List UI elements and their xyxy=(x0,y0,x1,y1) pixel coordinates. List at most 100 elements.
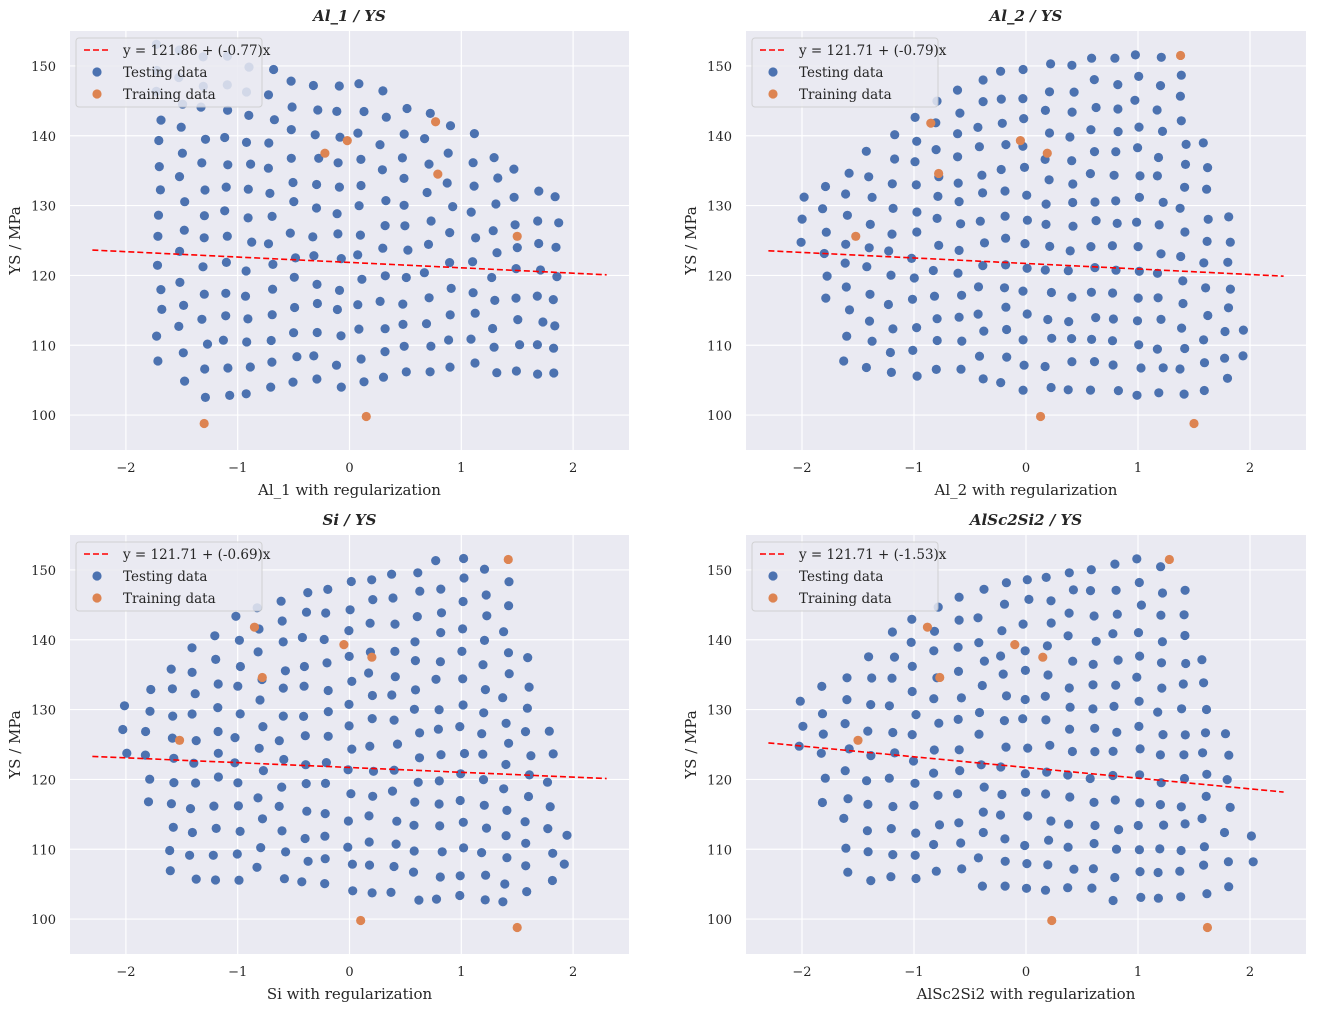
testing-point xyxy=(199,211,209,221)
testing-point xyxy=(277,826,287,836)
testing-point xyxy=(1203,163,1213,173)
testing-point xyxy=(1022,190,1032,200)
testing-point xyxy=(1044,128,1055,138)
testing-point xyxy=(431,674,441,684)
x-tick-label: −2 xyxy=(792,461,811,476)
testing-point xyxy=(842,331,852,341)
testing-point xyxy=(378,243,388,253)
testing-point xyxy=(323,685,333,696)
testing-point xyxy=(886,367,897,377)
testing-point xyxy=(1238,351,1248,361)
testing-point xyxy=(840,258,850,268)
testing-point xyxy=(286,125,296,135)
testing-point xyxy=(279,754,289,765)
testing-point xyxy=(1130,95,1140,105)
testing-point xyxy=(1089,797,1099,808)
testing-point xyxy=(955,108,965,118)
testing-point xyxy=(118,724,128,735)
legend-testing-label: Testing data xyxy=(799,65,883,81)
testing-point xyxy=(1040,691,1050,701)
testing-point xyxy=(909,273,919,283)
legend-testing-swatch xyxy=(92,67,102,77)
testing-point xyxy=(278,637,288,647)
testing-point xyxy=(332,106,342,116)
testing-point xyxy=(1175,91,1185,101)
x-tick-label: 2 xyxy=(569,461,577,476)
y-tick-label: 110 xyxy=(31,339,56,354)
testing-point xyxy=(1020,694,1030,705)
testing-point xyxy=(1112,727,1122,737)
testing-point xyxy=(1202,236,1212,246)
testing-point xyxy=(1045,740,1055,750)
y-tick-label: 110 xyxy=(31,843,56,858)
testing-point xyxy=(929,768,939,778)
testing-point xyxy=(1088,864,1098,874)
testing-point xyxy=(209,801,219,811)
legend-fit-label: y = 121.71 + (-1.53)x xyxy=(798,547,947,563)
testing-point xyxy=(492,248,502,258)
testing-point xyxy=(334,285,345,295)
testing-point xyxy=(221,257,231,267)
testing-point xyxy=(268,284,278,294)
testing-point xyxy=(1046,287,1056,298)
testing-point xyxy=(1090,747,1100,757)
training-point xyxy=(430,117,441,127)
y-tick-label: 120 xyxy=(707,773,732,788)
testing-point xyxy=(841,239,851,249)
testing-point xyxy=(1067,334,1077,344)
testing-point xyxy=(231,611,241,621)
testing-point xyxy=(1132,672,1142,682)
testing-point xyxy=(1158,197,1168,207)
testing-point xyxy=(280,666,290,676)
testing-point xyxy=(175,277,185,287)
testing-point xyxy=(233,681,243,691)
testing-point xyxy=(308,232,318,242)
testing-point xyxy=(392,739,403,749)
testing-point xyxy=(978,75,988,85)
testing-point xyxy=(862,776,872,786)
testing-point xyxy=(957,290,967,300)
training-point xyxy=(853,735,863,745)
testing-point xyxy=(820,773,830,783)
testing-point xyxy=(415,586,425,596)
y-tick-label: 120 xyxy=(31,773,56,788)
testing-point xyxy=(218,335,228,345)
testing-point xyxy=(410,637,420,647)
y-tick-label: 100 xyxy=(707,409,732,424)
testing-point xyxy=(400,221,410,231)
testing-point xyxy=(521,861,531,871)
testing-point xyxy=(1175,203,1185,213)
testing-point xyxy=(978,374,988,384)
testing-point xyxy=(910,778,920,788)
testing-point xyxy=(973,122,983,132)
testing-point xyxy=(1156,658,1167,668)
testing-point xyxy=(269,64,279,75)
testing-point xyxy=(334,81,344,91)
testing-point xyxy=(1001,302,1011,312)
testing-point xyxy=(843,794,853,804)
testing-point xyxy=(274,801,284,812)
testing-point xyxy=(445,258,455,268)
testing-point xyxy=(266,335,276,346)
testing-point xyxy=(1201,791,1211,802)
testing-point xyxy=(1224,750,1234,760)
testing-point xyxy=(1180,630,1190,641)
testing-point xyxy=(285,228,295,238)
testing-point xyxy=(1090,723,1100,733)
testing-point xyxy=(907,686,917,697)
testing-point xyxy=(240,291,251,301)
testing-point xyxy=(977,170,987,180)
fit-line xyxy=(92,755,607,780)
training-point xyxy=(1042,148,1052,158)
x-axis-label: Al_1 with regularization xyxy=(257,481,441,499)
testing-point xyxy=(232,849,242,859)
testing-point xyxy=(1110,795,1120,805)
testing-point xyxy=(445,228,455,238)
testing-point xyxy=(818,204,828,214)
y-tick-label: 150 xyxy=(31,60,56,75)
testing-point xyxy=(889,652,900,662)
testing-point xyxy=(953,268,963,278)
legend-training-label: Training data xyxy=(123,87,216,103)
testing-point xyxy=(479,635,490,646)
testing-point xyxy=(443,148,453,158)
